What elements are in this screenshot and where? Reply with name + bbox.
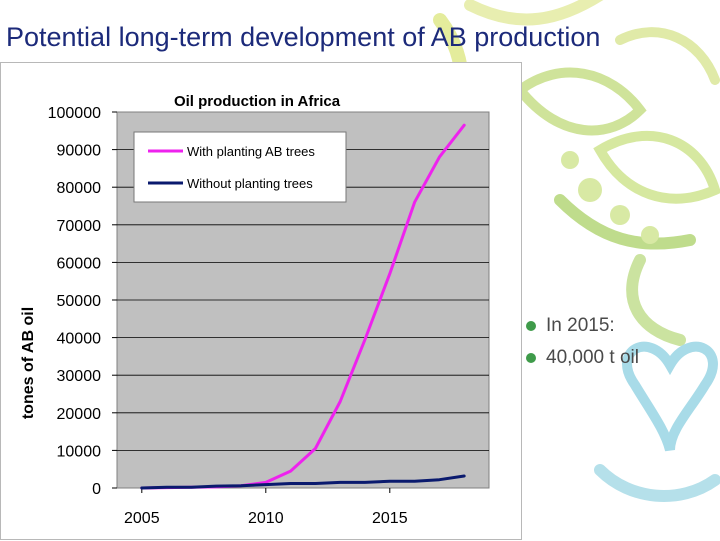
- bullet-item: 40,000 t oil: [524, 342, 639, 374]
- bullet-text: 40,000 t oil: [546, 347, 639, 368]
- y-tick-label: 70000: [57, 218, 102, 235]
- legend-label-with: With planting AB trees: [187, 144, 315, 159]
- bullet-text: In 2015:: [546, 315, 615, 336]
- bullet-item: In 2015:: [524, 310, 639, 342]
- y-tick-label: 0: [92, 481, 101, 498]
- bullet-dot-icon: [526, 353, 536, 363]
- series-line-without-planting: [140, 474, 466, 490]
- x-tick-label: 2010: [248, 510, 284, 527]
- y-tick-label: 30000: [57, 368, 102, 385]
- y-tick-label: 20000: [57, 406, 102, 423]
- chart-title: Oil production in Africa: [174, 93, 341, 110]
- legend: With planting AB trees Without planting …: [133, 131, 347, 203]
- y-tick-label: 50000: [57, 293, 102, 310]
- chart-svg: 0 10000 20000 30000 40000 50000 60000 70000 8000…: [20, 93, 490, 527]
- legend-label-without: Without planting trees: [187, 176, 313, 191]
- y-tick-label: 80000: [57, 180, 102, 197]
- slide-title: Potential long-term development of AB pr…: [6, 22, 601, 52]
- y-axis-label: tones of AB oil: [20, 307, 37, 419]
- y-tick-label: 100000: [48, 105, 101, 122]
- x-tick-label: 2015: [372, 510, 408, 527]
- y-tick-label: 40000: [57, 331, 102, 348]
- y-tick-label: 90000: [57, 143, 102, 160]
- bullet-dot-icon: [526, 321, 536, 331]
- y-tick-label: 10000: [57, 443, 102, 460]
- chart-panel: 0 10000 20000 30000 40000 50000 60000 70000 8000…: [0, 62, 522, 540]
- x-tick-label: 2005: [124, 510, 160, 527]
- bullet-list: In 2015: 40,000 t oil: [524, 310, 639, 374]
- legend-box: [133, 131, 347, 203]
- y-tick-label: 60000: [57, 255, 102, 272]
